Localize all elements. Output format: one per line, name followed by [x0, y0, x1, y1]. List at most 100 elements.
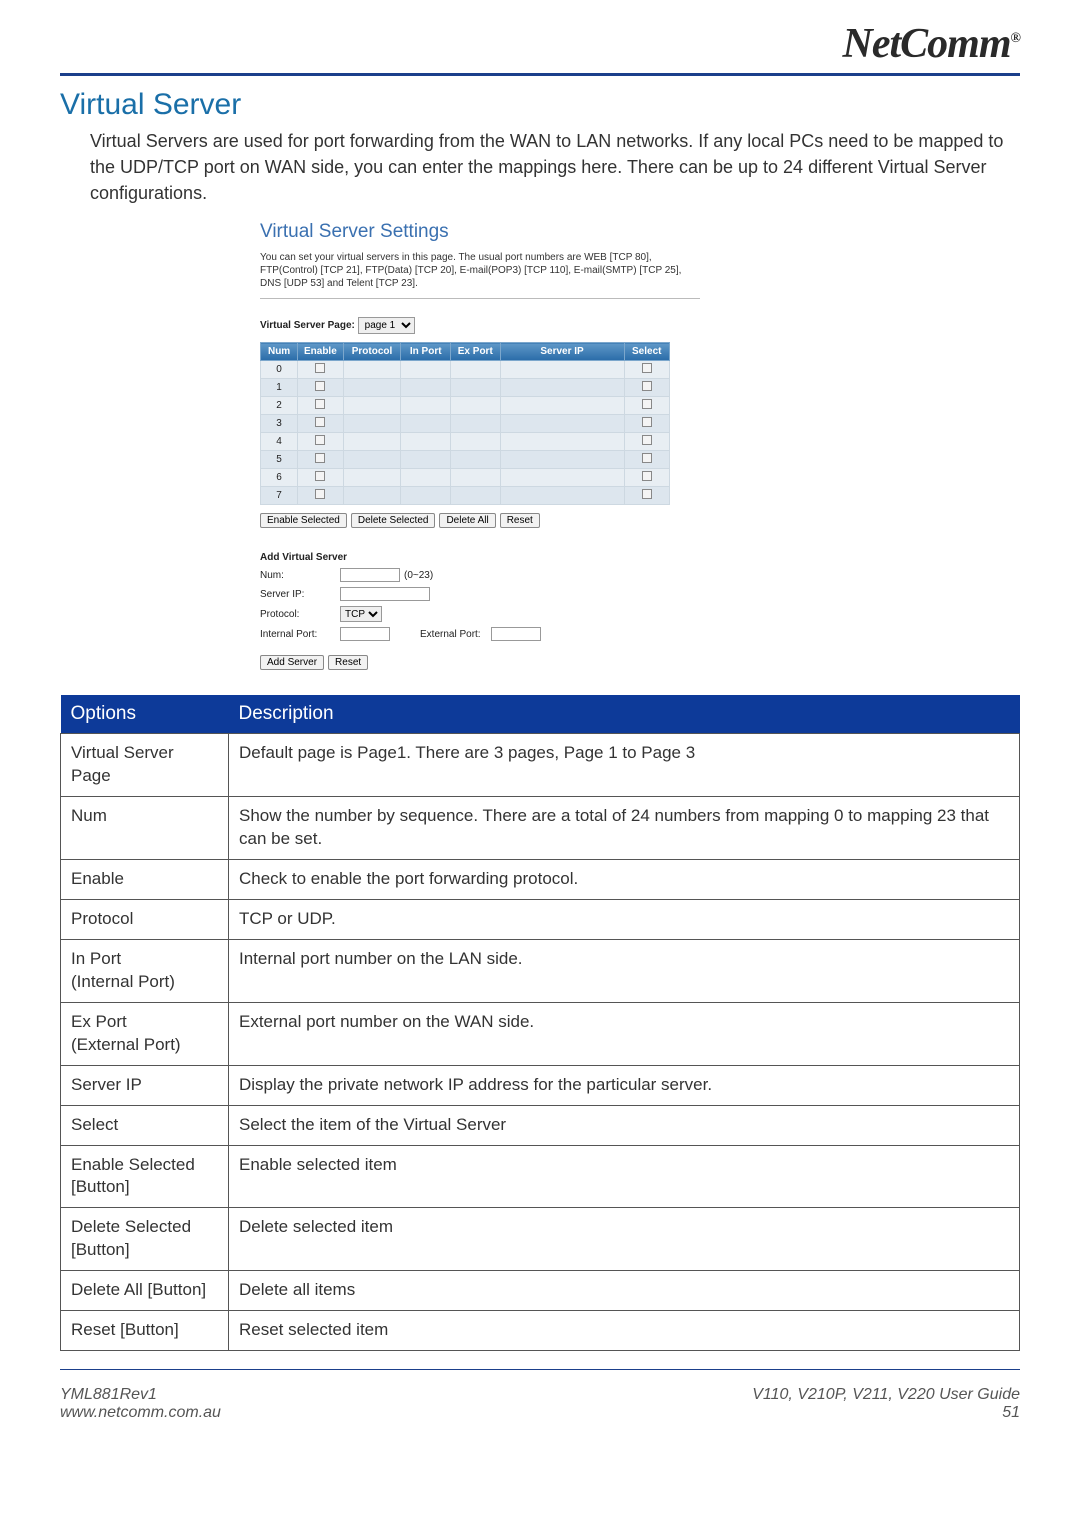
option-name: Protocol: [61, 899, 229, 939]
reset-button[interactable]: Reset: [328, 655, 368, 670]
ip-input[interactable]: [340, 587, 430, 601]
ss-desc: You can set your virtual servers in this…: [260, 251, 700, 290]
table-row: Server IPDisplay the private network IP …: [61, 1065, 1020, 1105]
enable-checkbox[interactable]: [315, 453, 325, 463]
num-hint: (0~23): [404, 570, 433, 581]
option-name: Ex Port(External Port): [61, 1002, 229, 1065]
add-vs-title: Add Virtual Server: [260, 552, 760, 563]
option-description: Default page is Page1. There are 3 pages…: [229, 734, 1020, 797]
header-rule: [60, 73, 1020, 76]
select-checkbox[interactable]: [642, 381, 652, 391]
ss-button-row: Enable Selected Delete SelectedDelete All…: [260, 513, 760, 528]
ss-col-ex-port: Ex Port: [451, 343, 501, 361]
table-row: 1: [261, 379, 670, 397]
table-row: EnableCheck to enable the port forwardin…: [61, 860, 1020, 900]
intro-text: Virtual Servers are used for port forwar…: [90, 128, 1020, 206]
table-row: SelectSelect the item of the Virtual Ser…: [61, 1105, 1020, 1145]
option-name: Enable Selected [Button]: [61, 1145, 229, 1208]
table-row: Virtual Server PageDefault page is Page1…: [61, 734, 1020, 797]
vsp-select[interactable]: page 1: [358, 317, 415, 334]
option-description: Display the private network IP address f…: [229, 1065, 1020, 1105]
option-description: Check to enable the port forwarding prot…: [229, 860, 1020, 900]
ss-col-select: Select: [624, 343, 670, 361]
option-name: Num: [61, 797, 229, 860]
proto-select[interactable]: TCP: [340, 606, 382, 622]
select-checkbox[interactable]: [642, 471, 652, 481]
vsp-row: Virtual Server Page: page 1: [260, 317, 760, 334]
table-row: 3: [261, 415, 670, 433]
extport-input[interactable]: [491, 627, 541, 641]
table-row: NumShow the number by sequence. There ar…: [61, 797, 1020, 860]
footer-guide-title: V110, V210P, V211, V220 User Guide: [752, 1386, 1020, 1404]
num-input[interactable]: [340, 568, 400, 582]
table-row: Enable Selected [Button]Enable selected …: [61, 1145, 1020, 1208]
table-row: 0: [261, 361, 670, 379]
select-checkbox[interactable]: [642, 435, 652, 445]
select-checkbox[interactable]: [642, 399, 652, 409]
opts-header-description: Description: [229, 695, 1020, 734]
form-row-num: Num: (0~23): [260, 568, 760, 582]
select-checkbox[interactable]: [642, 363, 652, 373]
enable-checkbox[interactable]: [315, 363, 325, 373]
vs-table: NumEnableProtocolIn PortEx PortServer IP…: [260, 342, 670, 505]
select-checkbox[interactable]: [642, 453, 652, 463]
option-name: In Port(Internal Port): [61, 939, 229, 1002]
reset-button[interactable]: Reset: [500, 513, 540, 528]
option-name: Delete All [Button]: [61, 1271, 229, 1311]
enable-checkbox[interactable]: [315, 381, 325, 391]
option-description: TCP or UDP.: [229, 899, 1020, 939]
option-description: Select the item of the Virtual Server: [229, 1105, 1020, 1145]
enable-checkbox[interactable]: [315, 417, 325, 427]
delete-all-button[interactable]: Delete All: [439, 513, 495, 528]
enable-checkbox[interactable]: [315, 489, 325, 499]
cell-num: 1: [261, 379, 298, 397]
options-table: Options Description Virtual Server PageD…: [60, 695, 1020, 1351]
cell-num: 0: [261, 361, 298, 379]
brand-logo: NetComm®: [60, 20, 1020, 68]
option-description: Reset selected item: [229, 1311, 1020, 1351]
cell-num: 7: [261, 487, 298, 505]
vsp-label: Virtual Server Page:: [260, 320, 355, 331]
option-description: External port number on the WAN side.: [229, 1002, 1020, 1065]
enable-selected-button[interactable]: Enable Selected: [260, 513, 347, 528]
enable-checkbox[interactable]: [315, 435, 325, 445]
cell-num: 3: [261, 415, 298, 433]
cell-num: 4: [261, 433, 298, 451]
proto-label: Protocol:: [260, 609, 340, 620]
table-row: 2: [261, 397, 670, 415]
table-row: 6: [261, 469, 670, 487]
num-label: Num:: [260, 570, 340, 581]
table-row: Delete Selected [Button]Delete selected …: [61, 1208, 1020, 1271]
table-row: In Port(Internal Port)Internal port numb…: [61, 939, 1020, 1002]
table-row: 5: [261, 451, 670, 469]
table-row: ProtocolTCP or UDP.: [61, 899, 1020, 939]
select-checkbox[interactable]: [642, 417, 652, 427]
extport-label: External Port:: [420, 629, 481, 640]
ss-divider: [260, 298, 700, 299]
brand-name: NetComm: [843, 21, 1011, 67]
select-checkbox[interactable]: [642, 489, 652, 499]
option-name: Delete Selected [Button]: [61, 1208, 229, 1271]
table-row: Ex Port(External Port)External port numb…: [61, 1002, 1020, 1065]
delete-selected-button[interactable]: Delete Selected: [351, 513, 436, 528]
option-description: Enable selected item: [229, 1145, 1020, 1208]
opts-header-options: Options: [61, 695, 229, 734]
add-server-button[interactable]: Add Server: [260, 655, 324, 670]
table-row: Delete All [Button]Delete all items: [61, 1271, 1020, 1311]
ss-col-num: Num: [261, 343, 298, 361]
intport-label: Internal Port:: [260, 629, 340, 640]
ss-form-button-row: Add Server Reset: [260, 655, 760, 670]
cell-num: 5: [261, 451, 298, 469]
intport-input[interactable]: [340, 627, 390, 641]
form-row-ports: Internal Port: External Port:: [260, 627, 760, 641]
ss-col-enable: Enable: [298, 343, 343, 361]
option-description: Delete all items: [229, 1271, 1020, 1311]
enable-checkbox[interactable]: [315, 399, 325, 409]
form-row-proto: Protocol: TCP: [260, 606, 760, 622]
option-name: Reset [Button]: [61, 1311, 229, 1351]
ss-col-protocol: Protocol: [343, 343, 401, 361]
option-description: Show the number by sequence. There are a…: [229, 797, 1020, 860]
enable-checkbox[interactable]: [315, 471, 325, 481]
brand-reg: ®: [1011, 31, 1020, 46]
form-row-ip: Server IP:: [260, 587, 760, 601]
